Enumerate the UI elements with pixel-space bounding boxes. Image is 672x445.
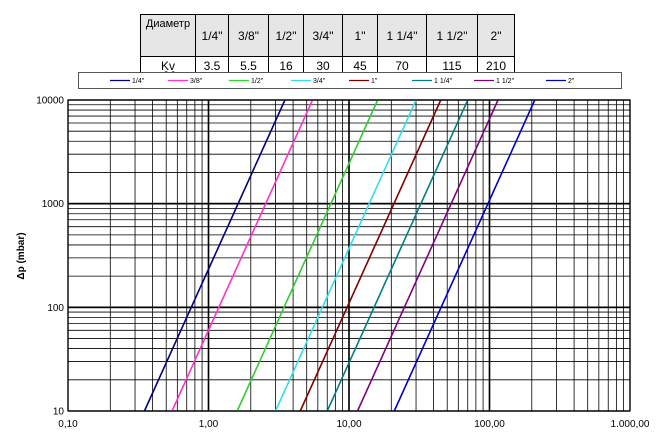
kv-table-value-3: 30 — [303, 56, 343, 75]
legend-label-7: 2" — [568, 78, 575, 85]
kv-table-diameter-label: Диаметр — [140, 14, 196, 57]
kv-table-diameter-3: 3/4" — [303, 14, 343, 57]
kv-table-header-row: Диаметр 1/4" 3/8" 1/2" 3/4" 1" 1 1/4" 1 1/2" 2" — [140, 14, 515, 57]
kv-table-value-7: 210 — [477, 56, 515, 75]
kv-table-diameter-1: 3/8" — [228, 14, 269, 57]
legend-label-0: 1/4" — [132, 78, 145, 85]
kv-table-diameter-0: 1/4" — [195, 14, 229, 57]
series-line-1 — [171, 99, 314, 412]
y-tick-label-1: 100 — [47, 303, 64, 314]
kv-label-text: Kv — [160, 58, 175, 73]
series-line-0 — [143, 99, 286, 412]
legend-label-3: 3/4" — [313, 78, 326, 85]
series-line-7 — [393, 99, 536, 412]
y-tick-labels: 10 100 1000 10000 — [36, 96, 64, 418]
kv-table: Диаметр 1/4" 3/8" 1/2" 3/4" 1" 1 1/4" 1 1/2" 2"… — [140, 14, 515, 75]
legend-label-4: 1" — [371, 78, 378, 85]
y-axis-label: Δp (mbar) — [16, 232, 27, 279]
series-lines — [143, 99, 536, 412]
y-tick-label-0: 10 — [53, 407, 65, 418]
kv-table-diameter-5: 1 1/4" — [377, 14, 427, 57]
x-tick-label-0: 0,10 — [58, 419, 78, 430]
legend-label-1: 3/8" — [190, 78, 203, 85]
series-line-6 — [356, 99, 499, 412]
plot-border — [67, 99, 631, 412]
legend-entries: 1/4" 3/8" 1/2" 3/4" 1" 1 1/4" 1 1/2" 2" — [110, 78, 575, 85]
kv-table-diameter-2: 1/2" — [268, 14, 304, 57]
kv-table-value-4: 45 — [342, 56, 378, 75]
kv-table-diameter-6: 1 1/2" — [426, 14, 478, 57]
kv-table-kv-label: Kv — [140, 56, 196, 75]
y-tick-label-2: 1000 — [42, 199, 65, 210]
legend-label-6: 1 1/2" — [496, 78, 515, 85]
legend-label-5: 1 1/4" — [434, 78, 453, 85]
x-tick-label-2: 10,00 — [336, 419, 361, 430]
x-tick-label-3: 100,00 — [474, 419, 505, 430]
series-line-3 — [274, 99, 417, 412]
x-tick-label-4: 1.000,00 — [611, 419, 650, 430]
x-tick-labels: 0,10 1,00 10,00 100,00 1.000,00 — [58, 419, 650, 430]
series-line-2 — [236, 99, 379, 412]
legend-label-2: 1/2" — [251, 78, 264, 85]
series-line-5 — [326, 99, 469, 412]
kv-table-diameter-7: 2" — [477, 14, 515, 57]
series-line-4 — [299, 99, 442, 412]
chart-legend: 1/4" 3/8" 1/2" 3/4" 1" 1 1/4" 1 1/2" 2" — [78, 72, 622, 89]
x-tick-label-1: 1,00 — [199, 419, 219, 430]
kv-table-diameter-4: 1" — [342, 14, 378, 57]
y-tick-label-3: 10000 — [36, 96, 64, 107]
kv-table-value-0: 3.5 — [195, 56, 229, 75]
